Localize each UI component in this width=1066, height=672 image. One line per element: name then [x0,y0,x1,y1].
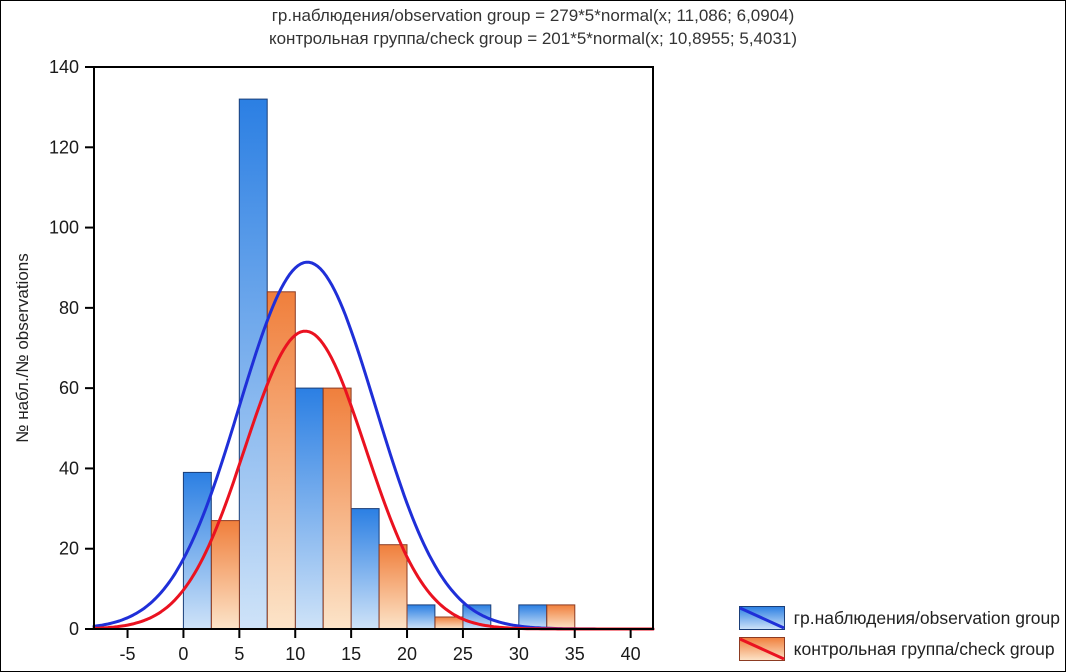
plot-frame [93,66,654,630]
bar-check-bin-0 [210,520,240,630]
y-tick-label: 20 [59,539,79,559]
chart-title-line2: контрольная группа/check group = 201*5*n… [268,29,798,49]
y-tick-label: 0 [69,619,79,639]
bar-observation-bin-20 [406,604,436,630]
x-tick-label: 20 [397,644,417,664]
bar-check-bin-5 [266,291,296,630]
y-tick-label: 100 [49,218,79,238]
bar-check-bin-10 [322,387,352,630]
x-tick-label: 5 [234,644,244,664]
legend-item-check: контрольная группа/check group [738,637,1060,661]
legend-label-check: контрольная группа/check group [793,638,1055,659]
x-tick-label: 10 [285,644,305,664]
legend-item-observation: гр.наблюдения/observation group [738,606,1060,630]
bar-check-bin-30 [546,604,576,630]
legend: гр.наблюдения/observation group контроль… [738,599,1060,661]
bar-observation-bin-15 [350,508,380,630]
x-tick-label: 35 [565,644,585,664]
y-tick-label: 120 [49,137,79,157]
check-group-swatch-icon [738,637,785,661]
bar-observation-bin-30 [518,604,548,630]
y-tick-label: 80 [59,298,79,318]
legend-label-observation: гр.наблюдения/observation group [793,607,1060,628]
x-tick-label: 0 [178,644,188,664]
x-tick-label: 40 [621,644,641,664]
observation-group-swatch-icon [738,606,785,630]
bar-check-bin-15 [378,544,408,630]
y-tick-label: 60 [59,378,79,398]
swatch-curve-line [738,606,785,630]
x-tick-label: 30 [509,644,529,664]
swatch-curve-line [738,637,785,661]
chart-titles: гр.наблюдения/observation group = 279*5*… [1,4,1065,51]
y-tick-label: 140 [49,57,79,77]
x-tick-label: -5 [120,644,136,664]
x-tick-label: 25 [453,644,473,664]
x-tick-label: 15 [341,644,361,664]
bar-observation-bin-10 [294,387,324,630]
y-tick-label: 40 [59,458,79,478]
chart-title-line1: гр.наблюдения/observation group = 279*5*… [271,6,795,25]
